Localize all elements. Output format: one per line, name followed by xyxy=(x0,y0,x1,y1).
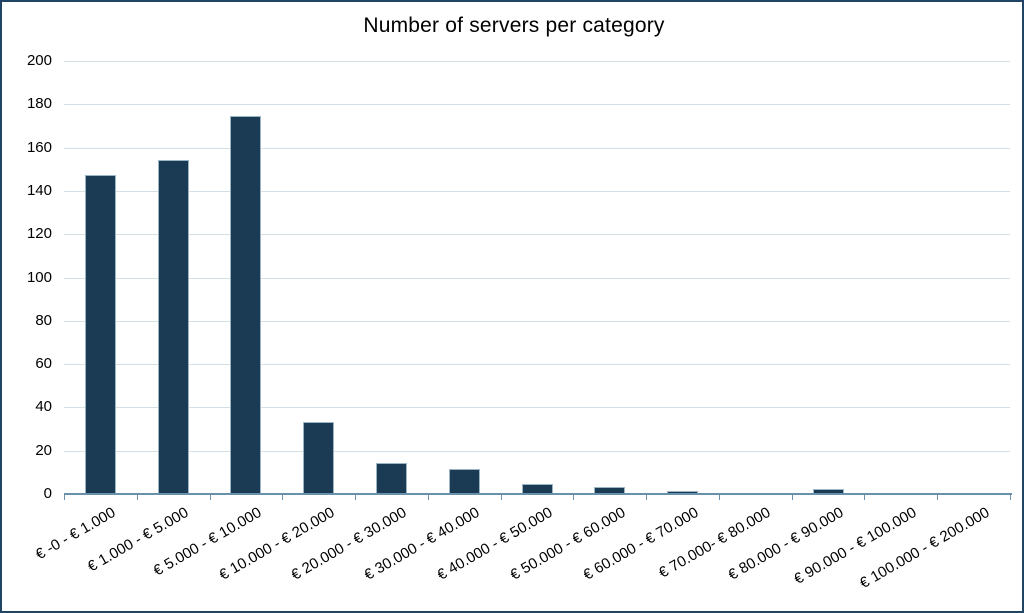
gridline-100 xyxy=(64,277,1010,279)
y-axis-tick-label: 0 xyxy=(43,485,52,502)
x-axis-category-label: € 100.000 - € 200.000 xyxy=(856,504,993,593)
bar xyxy=(813,489,844,493)
bar xyxy=(522,484,553,493)
y-axis-tick-label: 120 xyxy=(26,225,52,243)
bar xyxy=(158,160,189,493)
x-axis-line xyxy=(64,493,1012,495)
bar xyxy=(667,491,698,493)
x-axis-tick xyxy=(937,494,939,500)
gridline-60 xyxy=(64,364,1010,366)
gridline-20 xyxy=(64,450,1010,452)
y-axis-tick-label: 160 xyxy=(26,138,52,156)
gridline-200 xyxy=(64,61,1010,62)
gridline-180 xyxy=(64,104,1010,106)
y-axis-tick-label: 40 xyxy=(35,398,52,416)
x-axis-tick xyxy=(500,494,502,500)
x-axis-tick xyxy=(864,494,866,500)
y-axis-tick-label: 80 xyxy=(35,311,52,329)
y-axis-tick-label: 60 xyxy=(35,355,52,373)
x-axis-tick xyxy=(573,494,575,500)
bar xyxy=(594,487,625,493)
x-axis-tick xyxy=(718,494,720,500)
chart-title: Number of servers per category xyxy=(363,14,665,37)
y-axis-tick-label: 140 xyxy=(26,181,52,199)
gridline-140 xyxy=(64,190,1010,192)
x-axis-tick xyxy=(791,494,793,500)
bar xyxy=(230,116,261,493)
bar xyxy=(303,422,334,493)
x-axis-tick xyxy=(646,494,648,500)
bar xyxy=(449,469,480,493)
x-axis-tick xyxy=(64,494,65,500)
x-axis-tick xyxy=(209,494,211,500)
gridline-80 xyxy=(64,320,1010,322)
bar xyxy=(85,175,116,493)
x-axis-tick xyxy=(282,494,284,500)
y-axis-tick-label: 100 xyxy=(26,268,52,286)
x-axis-tick xyxy=(1010,494,1011,500)
y-axis-tick-label: 20 xyxy=(35,441,52,459)
gridline-40 xyxy=(64,407,1010,409)
x-axis-tick xyxy=(136,494,138,500)
x-axis-category-label: € 90.000 - € 100.000 xyxy=(790,504,920,588)
x-axis-tick xyxy=(355,494,357,500)
y-axis-tick-label: 200 xyxy=(26,52,52,69)
gridline-120 xyxy=(64,234,1010,236)
bar xyxy=(376,463,407,493)
x-axis-tick xyxy=(427,494,429,500)
gridline-160 xyxy=(64,147,1010,149)
y-axis-tick-label: 180 xyxy=(26,95,52,113)
